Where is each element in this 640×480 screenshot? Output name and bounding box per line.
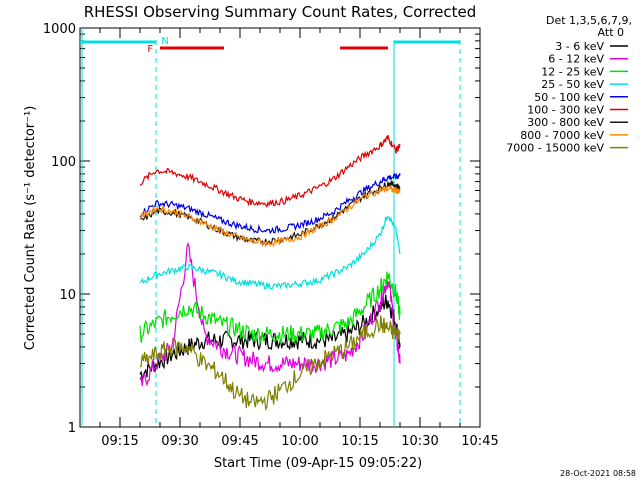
legend-label: 800 - 7000 keV [520,129,604,142]
chart-title: RHESSI Observing Summary Count Rates, Co… [84,3,477,21]
legend-label: 300 - 800 keV [527,116,604,129]
flag-N: N [161,36,168,47]
y-axis-label: Corrected Count Rate (s⁻¹ detector⁻¹) [23,106,38,351]
legend-label: 25 - 50 keV [541,78,604,91]
series-line-8 [139,184,401,248]
x-tick-label: 10:00 [281,434,318,449]
series-line-1 [139,294,401,380]
plot-area: 1 10 100 1000 09:15 09:30 09:45 10:00 10:15 10:30… [43,22,499,449]
legend-label: 50 - 100 keV [534,91,604,104]
legend-label: 100 - 300 keV [527,104,604,117]
x-tick-label: 10:45 [461,434,498,449]
series-line-2 [139,241,401,387]
x-tick-label: 09:15 [101,434,138,449]
legend-label: 3 - 6 keV [555,40,604,53]
legend-label: 6 - 12 keV [548,53,604,66]
x-tick-label: 09:45 [221,434,258,449]
x-tick-label: 10:15 [341,434,378,449]
y-tick-label: 1000 [43,22,76,37]
x-axis-label: Start Time (09-Apr-15 09:05:22) [214,456,422,471]
series-line-6 [139,134,401,208]
y-tick-label: 100 [51,155,76,170]
flag-F: F [147,44,153,55]
footer-date: 28-Oct-2021 08:58 [560,469,636,478]
legend-header-line2: Att 0 [598,26,624,39]
legend-header-line1: Det 1,3,5,6,7,9, [546,14,632,27]
legend-label: 7000 - 15000 keV [506,142,604,155]
x-tick-label: 09:30 [161,434,198,449]
series-line-7 [139,180,401,246]
x-tick-label: 10:30 [401,434,438,449]
series-line-9 [139,315,401,411]
series-line-4 [139,215,401,290]
series-line-5 [139,172,401,235]
y-tick-label: 1 [68,421,76,436]
series-line-3 [139,271,401,344]
legend-label: 12 - 25 keV [541,65,604,78]
y-tick-label: 10 [59,288,76,303]
